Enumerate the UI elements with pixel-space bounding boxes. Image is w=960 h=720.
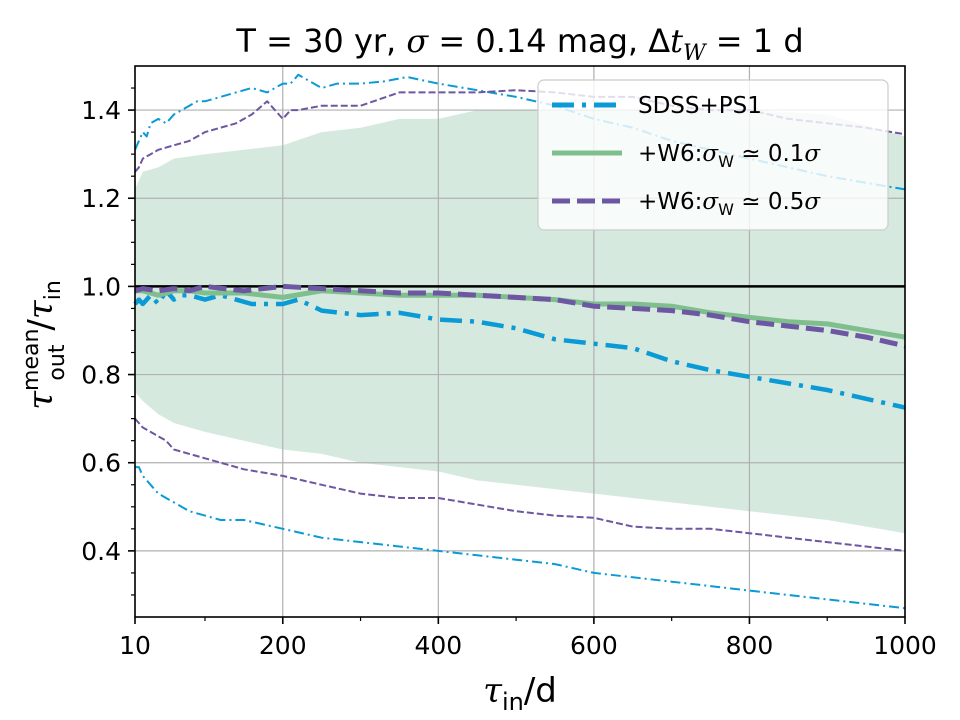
x-tick-label: 400 <box>414 631 462 660</box>
series-layer <box>133 73 906 610</box>
x-label-suffix: /d <box>524 671 557 711</box>
legend-box <box>537 79 889 231</box>
legend-w6-05-sub: W <box>718 200 734 219</box>
x-tick-label: 800 <box>726 631 774 660</box>
legend-w6-01-sigma: σ <box>702 141 719 167</box>
y-label-num-superscript: mean <box>19 329 44 391</box>
series-line-2 <box>134 283 906 349</box>
legend-w6-01-sigma2: σ <box>804 141 821 167</box>
legend-label-w6-01: +W6:σW ≃ 0.1σ <box>638 141 821 171</box>
legend-w6-05-approx: ≃ 0.5 <box>734 189 804 215</box>
legend: SDSS+PS1 +W6:σW ≃ 0.1σ +W6:σW ≃ 0.5σ <box>537 79 889 231</box>
ticks-layer: 10 200 400 600 800 1000 0.4 0.6 0.8 1.0 1.2 1.4 <box>81 87 937 660</box>
title-sigma-value: = 0.14 mag, <box>428 22 648 60</box>
series-line-6 <box>135 466 906 610</box>
x-label-subscript: in <box>502 688 524 716</box>
y-tick-label: 1.0 <box>81 272 121 301</box>
y-tick-label: 1.2 <box>81 184 121 213</box>
legend-w6-01-prefix: +W6: <box>638 141 702 167</box>
y-label-num-subscript: out <box>45 344 70 380</box>
title-t-subscript: W <box>683 41 708 66</box>
legend-w6-01-sub: W <box>718 152 734 171</box>
title-dt-value: = 1 d <box>706 22 804 60</box>
series-line-5 <box>134 417 906 552</box>
title-sigma-symbol: σ <box>406 22 429 60</box>
x-axis-label: τin/d <box>483 671 557 716</box>
x-label-symbol: τ <box>483 671 503 711</box>
y-tick-label: 0.6 <box>81 449 121 478</box>
series-line-3 <box>134 73 906 191</box>
y-tick-label: 0.8 <box>81 361 121 390</box>
legend-w6-05-sigma: σ <box>702 189 719 215</box>
y-axis-label: τmeanout/τin <box>19 280 70 410</box>
y-tick-label: 0.4 <box>81 537 121 566</box>
y-label-den-symbol: τ <box>21 299 61 319</box>
x-tick-label: 10 <box>119 631 151 660</box>
x-tick-label: 600 <box>570 631 618 660</box>
x-tick-label: 1000 <box>873 631 937 660</box>
legend-w6-01-approx: ≃ 0.1 <box>734 141 804 167</box>
title-t-symbol: t <box>670 22 683 60</box>
legend-w6-05-sigma2: σ <box>804 189 821 215</box>
y-tick-label: 1.4 <box>81 96 121 125</box>
plot-frame <box>134 65 906 618</box>
legend-label-sdss: SDSS+PS1 <box>638 93 762 119</box>
legend-label-w6-05: +W6:σW ≃ 0.5σ <box>638 189 821 219</box>
y-label-den-subscript: in <box>41 280 66 300</box>
y-label-slash: / <box>21 319 61 331</box>
x-tick-label: 200 <box>259 631 307 660</box>
chart-title: T = 30 yr, σ = 0.14 mag, ΔtW = 1 d <box>235 22 803 66</box>
y-label-num-symbol: τ <box>21 390 61 410</box>
title-delta: Δ <box>648 22 670 60</box>
legend-w6-05-prefix: +W6: <box>638 189 702 215</box>
title-prefix: T = 30 yr, <box>235 22 406 60</box>
